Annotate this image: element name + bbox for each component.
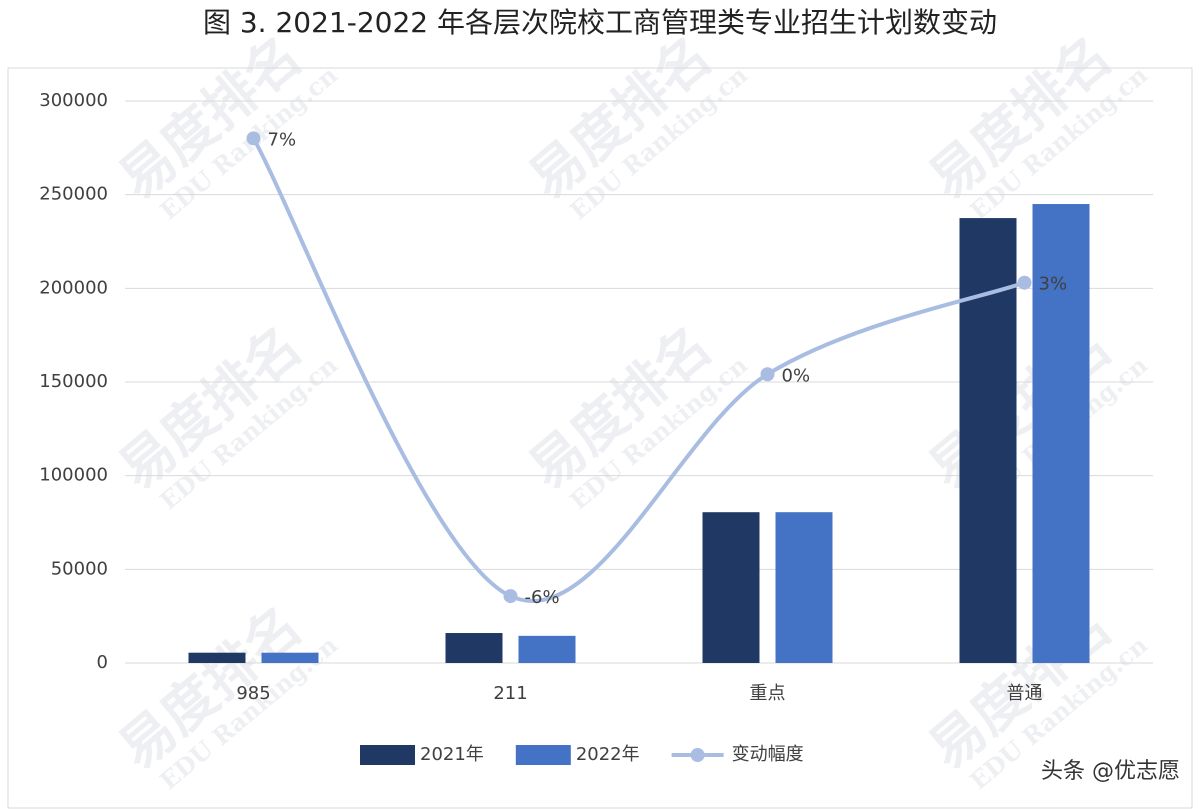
line [251,137,1026,603]
bar [518,635,576,663]
x-tick-label: 普通 [1007,683,1043,704]
data-label: 7% [268,129,297,150]
legend-label: 变动幅度 [732,744,804,765]
chart-frame [7,67,1193,809]
x-tick-label: 985 [236,683,270,704]
legend-swatch [515,745,571,765]
legend-swatch [360,745,415,765]
data-label: -6% [525,587,560,608]
bar [445,633,503,663]
data-label: 3% [1039,274,1068,295]
y-tick-label: 300000 [39,90,108,111]
bar [1032,204,1090,664]
y-tick-label: 50000 [51,558,108,579]
bar [775,512,833,663]
legend-label: 2022年 [576,744,640,765]
bar [261,652,319,663]
x-tick-label: 重点 [750,683,786,704]
y-tick-label: 250000 [39,184,108,205]
data-label: 0% [782,365,811,386]
line-marker [760,367,775,382]
bar [959,218,1017,664]
legend-swatch [690,748,705,762]
bar [188,652,246,663]
x-tick-label: 211 [493,683,527,704]
line-marker [1017,275,1032,290]
chart-title: 图 3. 2021-2022 年各层次院校工商管理类专业招生计划数变动 [203,6,997,39]
legend-label: 2021年 [420,744,484,765]
bar [702,512,760,663]
y-tick-label: 200000 [39,277,108,298]
y-tick-label: 0 [97,652,108,673]
line-marker [503,589,518,604]
line-marker [246,131,261,146]
source-credit: 头条 @优志愿 [1041,759,1180,784]
y-tick-label: 150000 [39,371,108,392]
y-tick-label: 100000 [39,465,108,486]
